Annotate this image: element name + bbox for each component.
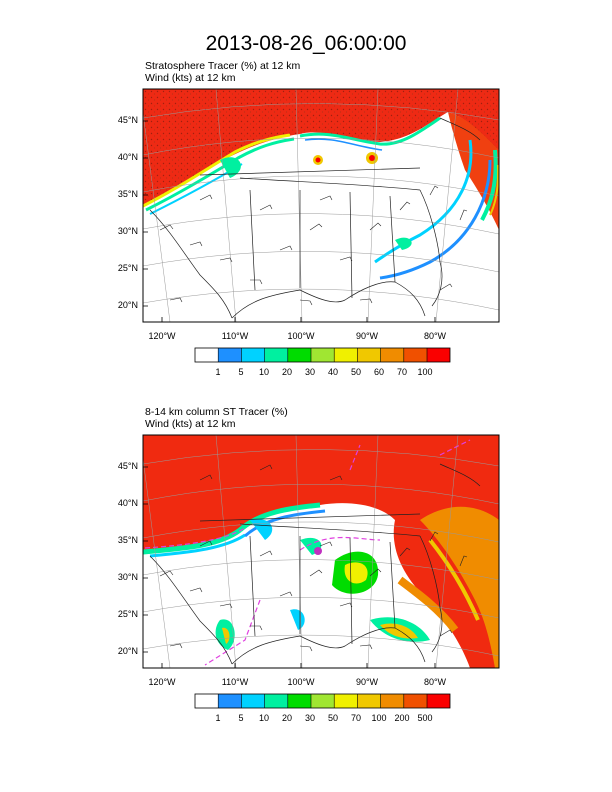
page-title: 2013-08-26_06:00:00 xyxy=(205,32,407,55)
panel2-colorbar-label: 10 xyxy=(258,713,269,723)
panel2-colorbar-label: 70 xyxy=(350,713,361,723)
panel2-lat-label: 30°N xyxy=(117,572,138,582)
panel2-colorbar-label: 30 xyxy=(304,713,315,723)
panel2-tracer-region xyxy=(143,435,499,668)
panel1-colorbar-label: 70 xyxy=(396,367,407,377)
panel2-colorbar-label: 20 xyxy=(281,713,292,723)
panel2-lat-label: 25°N xyxy=(117,609,138,619)
panel2-colorbar-label: 1 xyxy=(215,713,221,723)
panel1-colorbar-label: 20 xyxy=(281,367,292,377)
panel2-lon-label: 100°W xyxy=(287,677,315,687)
panel1-frame xyxy=(142,88,500,323)
panel1-field-label: Stratosphere Tracer (%) at 12 km xyxy=(145,60,301,72)
panel1-lat-label: 25°N xyxy=(117,263,138,273)
panel1-wind-barbs xyxy=(159,185,468,306)
panel2-colorbar-label: 5 xyxy=(238,713,244,723)
panel1-lon-label: 120°W xyxy=(148,331,176,341)
panel1-lat-label: 45°N xyxy=(117,115,138,125)
panel2-lat-label: 35°N xyxy=(117,535,138,545)
panel1-lat-label: 35°N xyxy=(117,189,138,199)
panel2-colorbar-label: 50 xyxy=(327,713,338,723)
panel1-tracer-region xyxy=(143,89,499,206)
panel2-frame xyxy=(142,434,500,669)
panel1-colorbar-label: 40 xyxy=(327,367,338,377)
panel2-lon-label: 80°W xyxy=(423,677,447,687)
panel2-lon-label: 120°W xyxy=(148,677,176,687)
panel2-lat-label: 40°N xyxy=(117,498,138,508)
panel2-lat-label: 20°N xyxy=(117,646,138,656)
panel1-lat-label: 40°N xyxy=(117,152,138,162)
panel1-lat-label: 20°N xyxy=(117,300,138,310)
panel1-colorbar-label: 50 xyxy=(350,367,361,377)
panel1-colorbar-label: 5 xyxy=(238,367,244,377)
panel2-colorbar xyxy=(194,693,451,709)
panel2-lat-label: 45°N xyxy=(117,461,138,471)
panel2-wind-barbs xyxy=(159,464,468,652)
panel1-tracer-region xyxy=(448,112,499,230)
panel1-colorbar-label: 100 xyxy=(417,367,433,377)
panel1-colorbar xyxy=(194,347,451,363)
panel2-map xyxy=(143,435,499,668)
panel1-lon-label: 80°W xyxy=(423,331,447,341)
panel2-colorbar-label: 100 xyxy=(371,713,387,723)
panel2-colorbar-label: 500 xyxy=(417,713,433,723)
panel2-wind-label: Wind (kts) at 12 km xyxy=(145,418,236,430)
panel1-colorbar-label: 60 xyxy=(373,367,384,377)
panel2-lon-label: 110°W xyxy=(221,677,249,687)
panel1-lon-label: 110°W xyxy=(221,331,249,341)
panel1-lat-label: 30°N xyxy=(117,226,138,236)
panel1-colorbar-label: 1 xyxy=(215,367,221,377)
panel1-colorbar-label: 10 xyxy=(258,367,269,377)
panel2-colorbar-label: 200 xyxy=(394,713,410,723)
panel2-lon-label: 90°W xyxy=(355,677,379,687)
panel2-field-label: 8-14 km column ST Tracer (%) xyxy=(145,406,288,418)
panel1-map xyxy=(143,89,499,322)
panel1-wind-label: Wind (kts) at 12 km xyxy=(145,72,236,84)
panel1-lon-label: 100°W xyxy=(287,331,315,341)
panel1-lon-label: 90°W xyxy=(355,331,379,341)
panel1-colorbar-label: 30 xyxy=(304,367,315,377)
